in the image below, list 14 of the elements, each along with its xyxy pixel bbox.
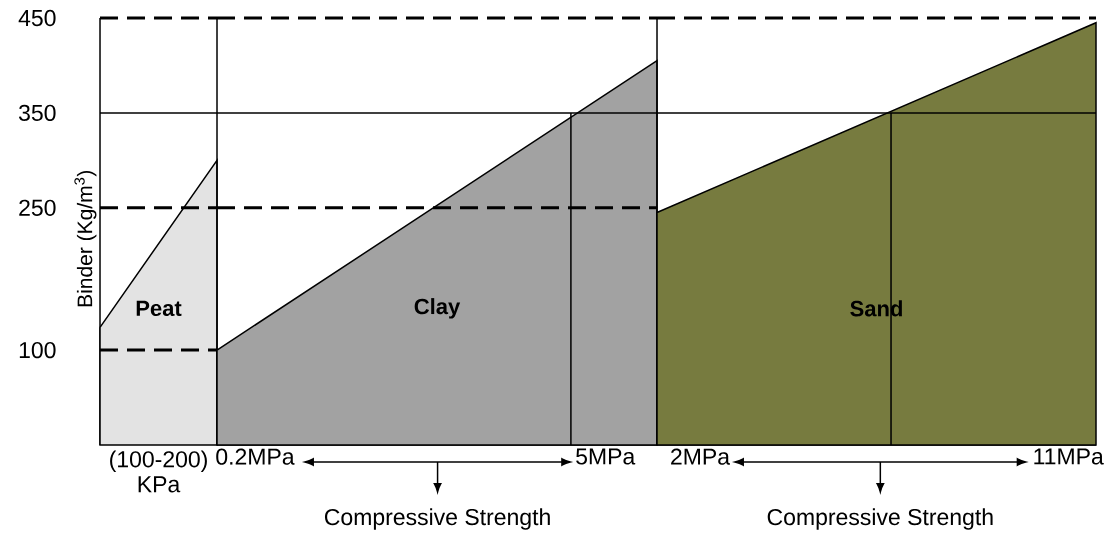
series-label: Peat (136, 300, 182, 316)
y-tick-label: 450 (18, 9, 56, 27)
x-tick-label: 0.2MPa (216, 448, 295, 465)
text: Compressive Strength (324, 508, 550, 530)
x-axis-title: (100-200) KPa (110, 450, 207, 493)
text: Compressive Strength (767, 508, 993, 530)
y-tick-label: 250 (19, 199, 56, 216)
x-tick-label: 5MPa (576, 448, 636, 465)
y-tick-label: 100 (19, 341, 56, 359)
y-tick-label: 350 (18, 104, 56, 121)
y-axis-title: Binder (Kg/m$^{3}$) (74, 170, 97, 307)
x-tick-label: 2MPa (671, 448, 731, 465)
x-tick-label: 11MPa (1034, 448, 1104, 465)
series-label: Clay (414, 298, 461, 319)
